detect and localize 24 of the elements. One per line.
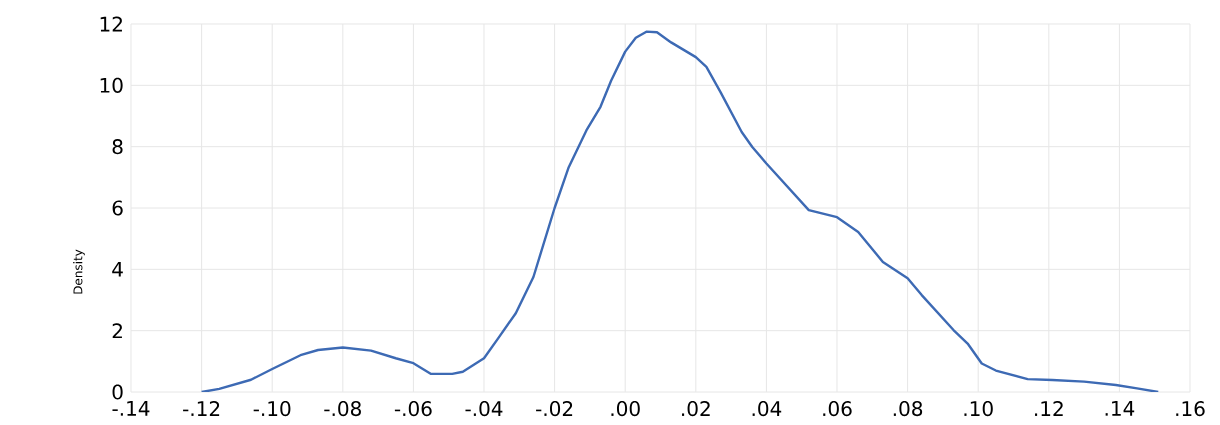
y-tick-label: 10 — [100, 77, 123, 93]
x-tick-label: -.06 — [394, 401, 432, 417]
x-tick-label: .08 — [893, 401, 923, 417]
y-tick-label: 8 — [112, 139, 123, 155]
x-tick-label: .04 — [752, 401, 782, 417]
x-tick-label: -.14 — [112, 401, 150, 416]
y-tick-label: 12 — [100, 16, 122, 32]
x-tick-label: -.04 — [465, 401, 503, 417]
y-tick-label: 6 — [112, 200, 123, 216]
x-tick-label: .10 — [964, 401, 993, 417]
x-tick-label: .06 — [823, 401, 852, 417]
x-tick-label: -.02 — [536, 401, 573, 417]
y-axis-title: Density — [73, 249, 85, 294]
x-tick-label: .16 — [1176, 401, 1205, 417]
x-tick-label: -.08 — [324, 401, 361, 417]
y-tick-label: 0 — [112, 384, 123, 400]
x-tick-label: -.10 — [253, 401, 291, 417]
y-tick-label: 4 — [112, 262, 123, 277]
x-tick-label: .00 — [611, 401, 640, 417]
x-tick-label: .14 — [1105, 401, 1135, 416]
x-tick-label: -.12 — [183, 401, 220, 416]
y-tick-label: 2 — [112, 323, 122, 339]
x-tick-label: .02 — [682, 401, 710, 417]
x-tick-label: .12 — [1035, 401, 1063, 416]
